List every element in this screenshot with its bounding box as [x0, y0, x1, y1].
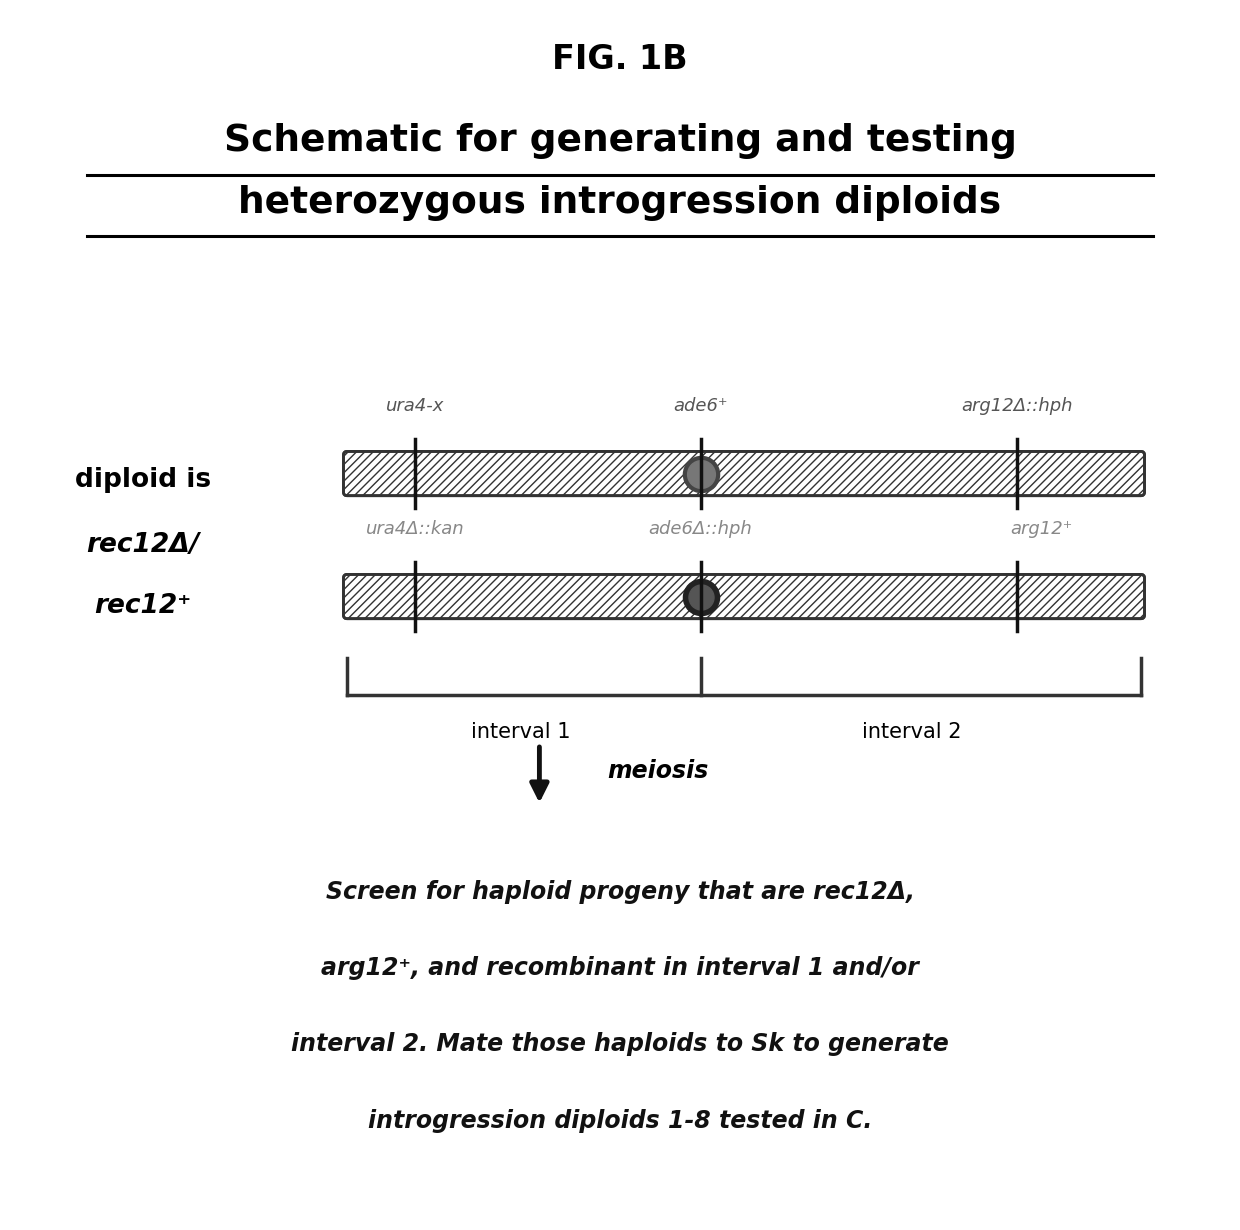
Text: Schematic for generating and testing: Schematic for generating and testing	[223, 123, 1017, 160]
Text: heterozygous introgression diploids: heterozygous introgression diploids	[238, 184, 1002, 221]
Text: ura4Δ::kan: ura4Δ::kan	[366, 519, 465, 538]
Text: interval 2. Mate those haploids to Sk to generate: interval 2. Mate those haploids to Sk to…	[291, 1032, 949, 1057]
FancyBboxPatch shape	[343, 451, 1145, 496]
Text: Screen for haploid progeny that are rec12Δ,: Screen for haploid progeny that are rec1…	[325, 879, 915, 904]
FancyBboxPatch shape	[343, 574, 1145, 619]
Text: diploid is: diploid is	[74, 466, 211, 493]
Text: ade6Δ::hph: ade6Δ::hph	[649, 519, 753, 538]
Text: ade6⁺: ade6⁺	[673, 396, 728, 415]
Text: introgression diploids 1-8 tested in C.: introgression diploids 1-8 tested in C.	[368, 1108, 872, 1133]
Text: interval 2: interval 2	[862, 722, 961, 742]
Text: arg12⁺, and recombinant in interval 1 and/or: arg12⁺, and recombinant in interval 1 an…	[321, 956, 919, 980]
Text: meiosis: meiosis	[608, 759, 709, 784]
Text: arg12⁺: arg12⁺	[1011, 519, 1073, 538]
Text: rec12Δ/: rec12Δ/	[86, 531, 200, 558]
Text: arg12Δ::hph: arg12Δ::hph	[961, 396, 1073, 415]
Text: FIG. 1B: FIG. 1B	[552, 43, 688, 76]
Text: ura4-x: ura4-x	[386, 396, 445, 415]
Text: interval 1: interval 1	[471, 722, 570, 742]
Text: rec12⁺: rec12⁺	[94, 593, 191, 620]
